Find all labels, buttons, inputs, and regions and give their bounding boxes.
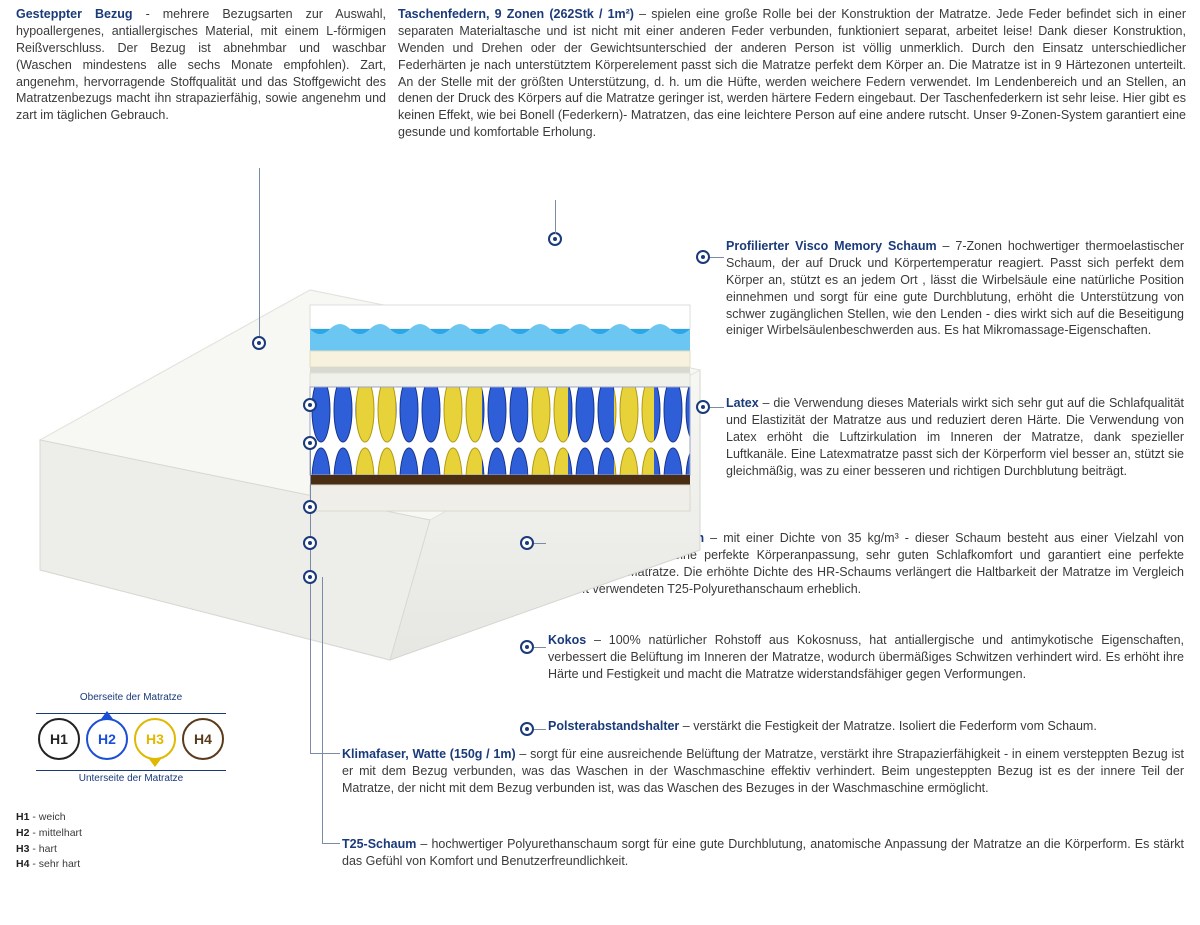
marker-springs xyxy=(548,232,562,246)
hardness-def-h1: H1 - weich xyxy=(16,810,82,826)
leader-visco xyxy=(710,257,724,258)
text-t25: – hochwertiger Polyurethanschaum sorgt f… xyxy=(342,837,1184,868)
leader-springs xyxy=(555,200,556,234)
label-springs: Taschenfedern, 9 Zonen (262Stk / 1m²) xyxy=(398,7,634,21)
legend-line-top xyxy=(36,713,226,714)
text-visco: – 7-Zonen hochwertiger thermoelastischer… xyxy=(726,239,1184,337)
hardness-circle-h4: H4 xyxy=(182,718,224,760)
text-springs: – spielen eine große Rolle bei der Konst… xyxy=(398,7,1186,139)
leader-klima-v xyxy=(310,450,311,753)
mattress-svg xyxy=(10,200,710,670)
section-visco: Profilierter Visco Memory Schaum – 7-Zon… xyxy=(726,238,1184,339)
text-polster: – verstärkt die Festigkeit der Matratze.… xyxy=(679,719,1097,733)
legend-top-caption: Oberseite der Matratze xyxy=(16,692,246,703)
arrow-up-icon xyxy=(101,711,113,719)
hardness-def-h2: H2 - mittelhart xyxy=(16,826,82,842)
text-cover: - mehrere Bezugsarten zur Auswahl, hypoa… xyxy=(16,7,386,122)
section-latex: Latex – die Verwendung dieses Materials … xyxy=(726,395,1184,479)
hardness-circle-h3: H3 xyxy=(134,718,176,760)
hardness-definitions: H1 - weichH2 - mittelhartH3 - hartH4 - s… xyxy=(16,810,82,873)
legend-line-bottom xyxy=(36,770,226,771)
label-cover: Gesteppter Bezug xyxy=(16,7,133,21)
marker-cover xyxy=(252,336,266,350)
marker-visco xyxy=(696,250,710,264)
section-t25: T25-Schaum – hochwertiger Polyurethansch… xyxy=(342,836,1184,870)
label-polster: Polsterabstandshalter xyxy=(548,719,679,733)
hardness-circle-h1: H1 xyxy=(38,718,80,760)
label-t25: T25-Schaum xyxy=(342,837,416,851)
text-latex: – die Verwendung dieses Materials wirkt … xyxy=(726,396,1184,478)
mattress-illustration xyxy=(10,200,710,670)
marker-side-c xyxy=(303,536,317,550)
leader-hr xyxy=(534,543,546,544)
leader-t25-h xyxy=(322,843,340,844)
leader-polster xyxy=(534,729,546,730)
label-visco: Profilierter Visco Memory Schaum xyxy=(726,239,937,253)
legend-bottom-caption: Unterseite der Matratze xyxy=(16,773,246,784)
leader-cover xyxy=(259,168,260,336)
marker-latex xyxy=(696,400,710,414)
hardness-circles: H1H2H3H4 xyxy=(16,718,246,760)
hardness-def-h3: H3 - hart xyxy=(16,842,82,858)
marker-hr xyxy=(520,536,534,550)
section-springs: Taschenfedern, 9 Zonen (262Stk / 1m²) – … xyxy=(398,6,1186,141)
leader-t25-v xyxy=(322,577,323,843)
section-polster: Polsterabstandshalter – verstärkt die Fe… xyxy=(548,718,1184,735)
label-latex: Latex xyxy=(726,396,759,410)
arrow-down-icon xyxy=(149,759,161,767)
section-klimafaser: Klimafaser, Watte (150g / 1m) – sorgt fü… xyxy=(342,746,1184,797)
leader-kokos xyxy=(534,647,546,648)
hardness-circle-h2: H2 xyxy=(86,718,128,760)
marker-kokos xyxy=(520,640,534,654)
hardness-legend: Oberseite der Matratze H1H2H3H4 Untersei… xyxy=(16,692,246,784)
marker-side-a xyxy=(303,398,317,412)
marker-polster xyxy=(520,722,534,736)
hardness-def-h4: H4 - sehr hart xyxy=(16,857,82,873)
marker-t25 xyxy=(303,570,317,584)
marker-side-b xyxy=(303,500,317,514)
label-klima: Klimafaser, Watte (150g / 1m) xyxy=(342,747,516,761)
section-cover: Gesteppter Bezug - mehrere Bezugsarten z… xyxy=(16,6,386,124)
leader-klima-h xyxy=(310,753,340,754)
marker-klima xyxy=(303,436,317,450)
leader-latex xyxy=(710,407,724,408)
